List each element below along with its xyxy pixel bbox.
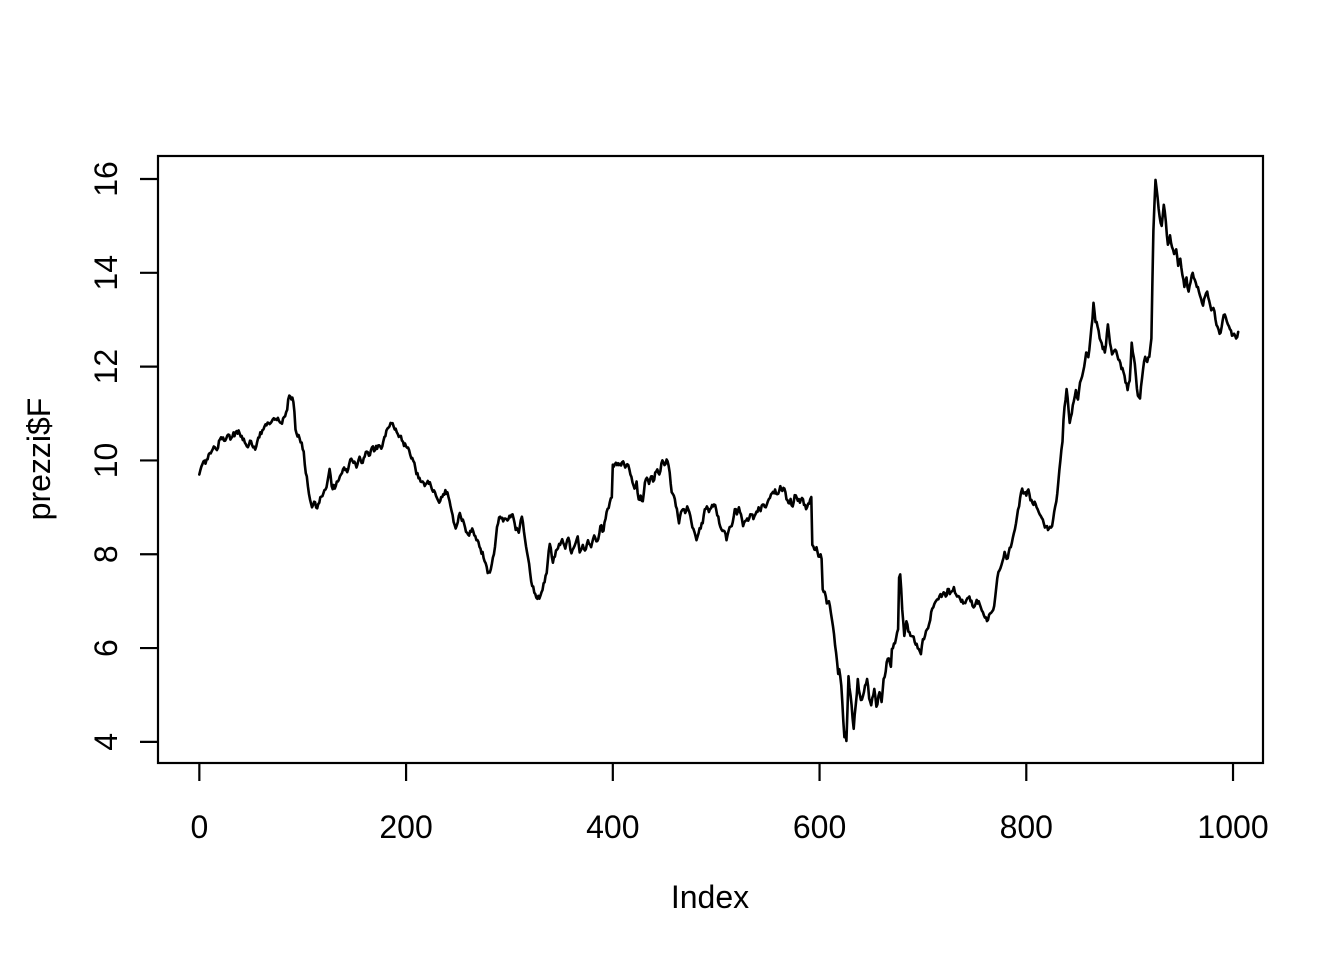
y-tick-label: 10 xyxy=(88,443,124,479)
y-axis-title: prezzi$F xyxy=(21,398,57,521)
y-tick-label: 12 xyxy=(88,349,124,385)
plot-border xyxy=(156,154,1265,765)
x-axis-title: Index xyxy=(671,879,749,915)
y-axis: 4 6 8 10 12 14 16 xyxy=(88,161,158,751)
y-tick-label: 8 xyxy=(88,545,124,563)
y-tick-label: 4 xyxy=(88,733,124,751)
x-tick-label: 1000 xyxy=(1197,809,1268,845)
x-tick-label: 600 xyxy=(793,809,846,845)
x-tick-label: 200 xyxy=(379,809,432,845)
y-tick-label: 14 xyxy=(88,255,124,291)
y-tick-label: 6 xyxy=(88,639,124,657)
x-tick-label: 400 xyxy=(586,809,639,845)
x-axis: 0 200 400 600 800 1000 xyxy=(190,763,1269,845)
price-series-line xyxy=(198,178,1240,743)
x-tick-label: 800 xyxy=(1000,809,1053,845)
y-tick-label: 16 xyxy=(88,161,124,197)
x-tick-label: 0 xyxy=(190,809,208,845)
